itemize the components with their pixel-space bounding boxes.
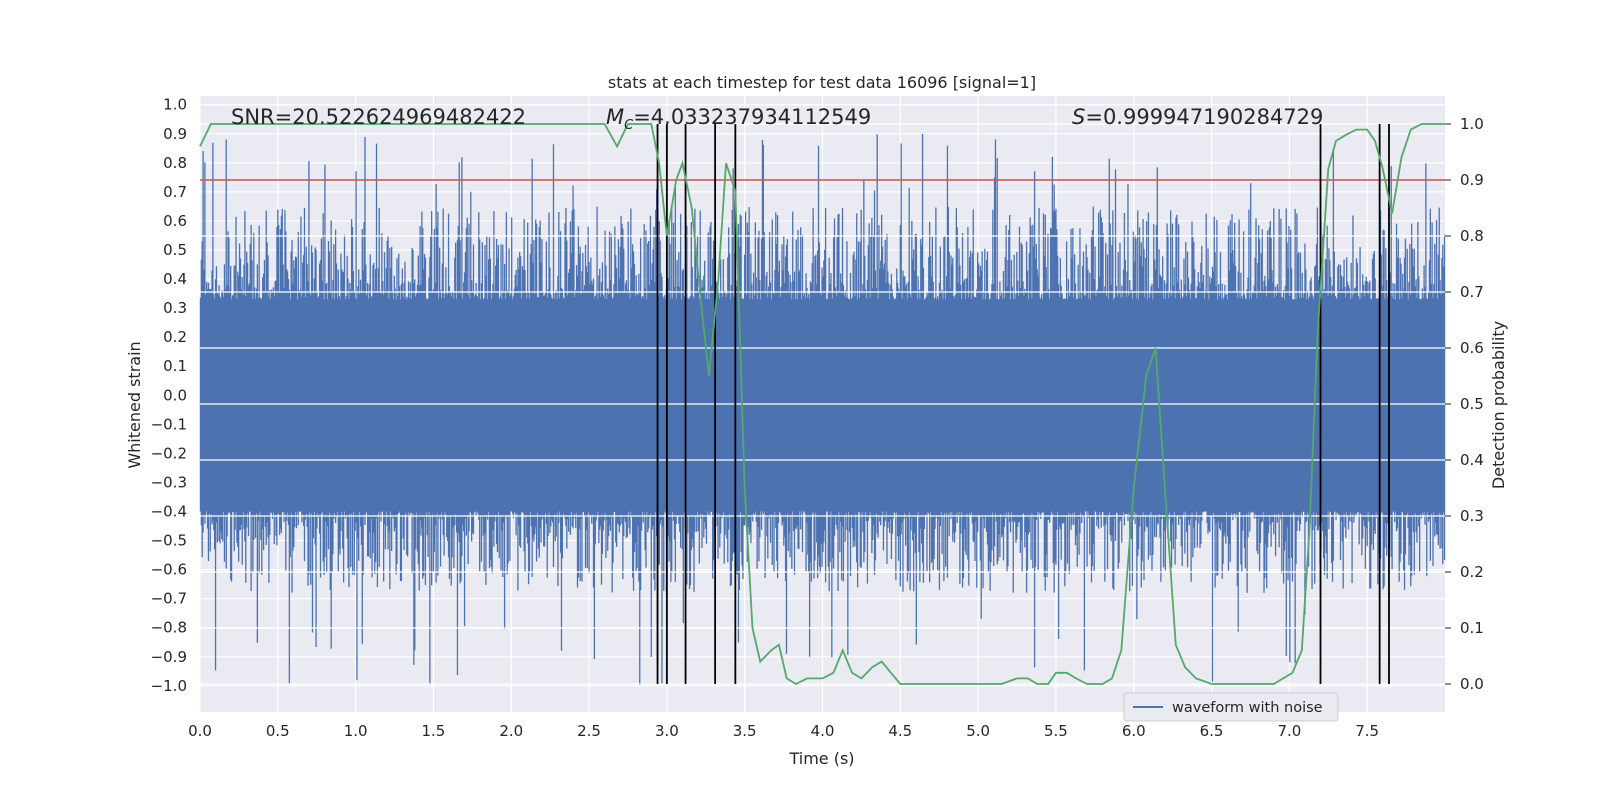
- mc-symbol: M: [606, 105, 624, 129]
- x-tick-label: 0.0: [188, 722, 212, 740]
- x-axis-label: Time (s): [788, 749, 854, 768]
- x-tick-label: 3.0: [655, 722, 679, 740]
- y-right-tick-labels: 1.0 0.9 0.8 0.7 0.6 0.5 0.4 0.3 0.2 0.1 0.0: [1445, 115, 1484, 693]
- x-tick-label: 2.0: [499, 722, 523, 740]
- y-right-tick-label: 0.9: [1460, 171, 1484, 189]
- y-left-tick-label: −0.6: [151, 561, 187, 579]
- mc-value: =4.033237934112549: [633, 105, 871, 129]
- y-right-tick-label: 0.5: [1460, 395, 1484, 413]
- snr-annotation: SNR=20.522624969482422: [231, 105, 526, 129]
- y-right-tick-label: 0.3: [1460, 507, 1484, 525]
- y-right-tick-label: 0.6: [1460, 339, 1484, 357]
- y-left-tick-label: −0.7: [151, 590, 187, 608]
- y-left-tick-label: 0.7: [163, 183, 187, 201]
- y-left-tick-label: 0.2: [163, 328, 187, 346]
- detection-probability-series: [199, 123, 1445, 686]
- x-tick-label: 5.0: [966, 722, 990, 740]
- x-tick-label: 6.5: [1200, 722, 1224, 740]
- y-left-tick-label: 0.3: [163, 299, 187, 317]
- x-tick-labels: 0.0 0.5 1.0 1.5 2.0 2.5 3.0 3.5 4.0 4.5 5.0 5.5 6.0 6…: [188, 722, 1379, 740]
- x-tick-label: 3.5: [733, 722, 757, 740]
- x-tick-label: 0.5: [266, 722, 290, 740]
- y-right-tick-label: 0.2: [1460, 563, 1484, 581]
- y-left-tick-label: −0.4: [151, 503, 187, 521]
- y-left-tick-label: 0.1: [163, 357, 187, 375]
- x-tick-label: 1.5: [422, 722, 446, 740]
- y-left-tick-label: −0.2: [151, 444, 187, 462]
- y-left-tick-label: 0.6: [163, 212, 187, 230]
- y-right-tick-label: 0.0: [1460, 675, 1484, 693]
- y-left-tick-label: 0.4: [163, 270, 187, 288]
- y-left-tick-label: −0.3: [151, 473, 187, 491]
- y-left-tick-label: −1.0: [151, 677, 187, 695]
- chart-title: stats at each timestep for test data 160…: [608, 73, 1036, 92]
- y-left-tick-label: 1.0: [163, 96, 187, 114]
- y-right-tick-label: 0.7: [1460, 283, 1484, 301]
- y-left-tick-label: 0.0: [163, 386, 187, 404]
- x-tick-label: 4.0: [811, 722, 835, 740]
- y-right-tick-label: 0.1: [1460, 619, 1484, 637]
- mc-subscript: C: [624, 118, 634, 133]
- y-right-axis-label: Detection probability: [1489, 321, 1508, 489]
- x-tick-label: 2.5: [577, 722, 601, 740]
- s-symbol: S: [1072, 105, 1085, 129]
- y-left-tick-label: −0.9: [151, 648, 187, 666]
- x-tick-label: 5.5: [1044, 722, 1068, 740]
- legend: waveform with noise: [1123, 692, 1339, 722]
- x-tick-label: 6.0: [1122, 722, 1146, 740]
- y-right-tick-label: 0.8: [1460, 227, 1484, 245]
- legend-box: [1123, 692, 1339, 722]
- mc-annotation: MC=4.033237934112549: [606, 105, 871, 133]
- y-left-axis-label: Whitened strain: [125, 341, 144, 468]
- x-tick-label: 4.5: [888, 722, 912, 740]
- y-right-tick-label: 1.0: [1460, 115, 1484, 133]
- x-tick-label: 7.0: [1277, 722, 1301, 740]
- s-annotation: S=0.999947190284729: [1072, 105, 1323, 129]
- y-left-tick-label: 0.8: [163, 154, 187, 172]
- detection-probability-line: [199, 123, 1445, 686]
- y-left-tick-label: −0.1: [151, 415, 187, 433]
- y-left-tick-label: 0.9: [163, 125, 187, 143]
- y-left-tick-label: −0.8: [151, 619, 187, 637]
- s-value: =0.999947190284729: [1085, 105, 1323, 129]
- x-tick-label: 1.0: [344, 722, 368, 740]
- y-left-tick-label: −0.5: [151, 532, 187, 550]
- y-left-tick-labels: 1.0 0.9 0.8 0.7 0.6 0.5 0.4 0.3 0.2 0.1 0.0 −0.1 −0.…: [151, 96, 187, 695]
- y-left-tick-label: 0.5: [163, 241, 187, 259]
- legend-label: waveform with noise: [1172, 700, 1323, 716]
- y-right-tick-label: 0.4: [1460, 451, 1484, 469]
- waveform-series: [199, 123, 1446, 686]
- x-tick-label: 7.5: [1355, 722, 1379, 740]
